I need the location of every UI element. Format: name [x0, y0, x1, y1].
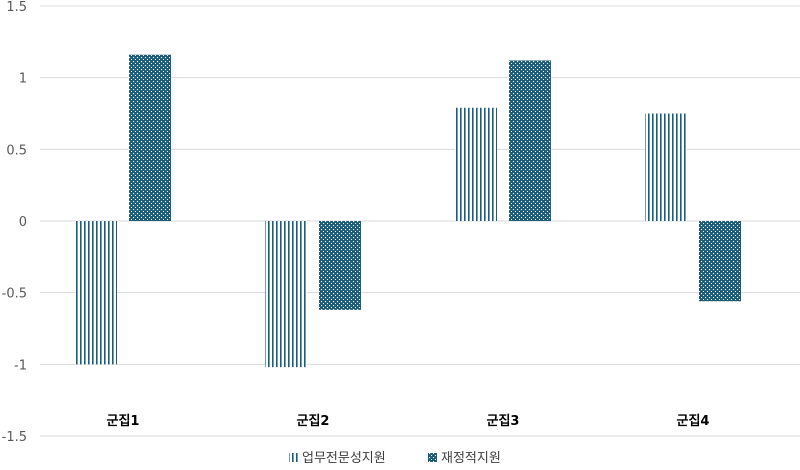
bar-series1-1 [75, 221, 117, 365]
legend: 업무전문성지원 재정적지원 [289, 451, 501, 466]
bar-series1-4 [645, 113, 687, 221]
legend-label-2: 재정적지원 [441, 451, 501, 466]
y-tick-label: -0.5 [2, 287, 27, 302]
y-tick-label: 0.5 [6, 143, 27, 158]
bar-series1-3 [455, 107, 497, 221]
category-label: 군집1 [107, 414, 140, 429]
bar-series2-1 [129, 54, 171, 221]
y-axis-ticks: 1.5 1 0.5 0 -0.5 -1 -1.5 [2, 0, 27, 445]
legend-label-1: 업무전문성지원 [302, 451, 386, 466]
y-tick-label: -1 [14, 358, 27, 373]
bars [75, 54, 741, 368]
bar-series2-4 [699, 221, 741, 302]
category-labels: 군집1 군집2 군집3 군집4 [107, 414, 710, 429]
y-tick-label: 0 [19, 215, 27, 230]
bar-series2-2 [319, 221, 361, 310]
category-label: 군집2 [297, 414, 330, 429]
legend-swatch-2 [428, 453, 437, 462]
y-tick-label: -1.5 [2, 430, 27, 445]
y-tick-label: 1.5 [6, 0, 27, 15]
y-tick-label: 1 [19, 72, 27, 87]
category-label: 군집4 [677, 414, 710, 429]
legend-swatch-1 [289, 453, 298, 462]
bar-series1-2 [265, 221, 307, 368]
bar-series2-3 [509, 60, 551, 221]
category-label: 군집3 [487, 414, 520, 429]
